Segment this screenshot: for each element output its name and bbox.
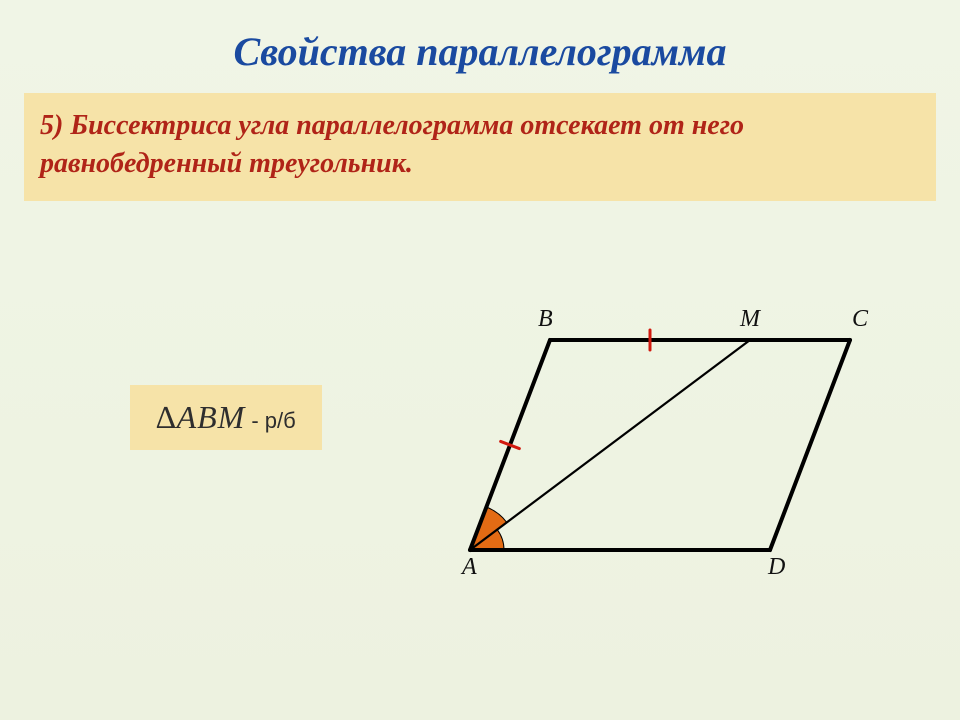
formula-note: - р/б [251, 408, 295, 434]
property-statement: 5) Биссектриса угла параллелограмма отсе… [24, 93, 936, 201]
side-cd [770, 340, 850, 550]
parallelogram-diagram: А В С D М [420, 300, 880, 590]
vertex-label-b: В [538, 306, 553, 333]
vertex-label-d: D [768, 554, 785, 581]
page-title: Свойства параллелограмма [0, 0, 960, 93]
formula-triangle: ∆АВМ [156, 399, 245, 436]
formula-box: ∆АВМ - р/б [130, 385, 322, 450]
vertex-label-a: А [462, 554, 477, 581]
parallelogram-svg [420, 300, 880, 590]
vertex-label-c: С [852, 306, 868, 333]
vertex-label-m: М [740, 306, 760, 333]
